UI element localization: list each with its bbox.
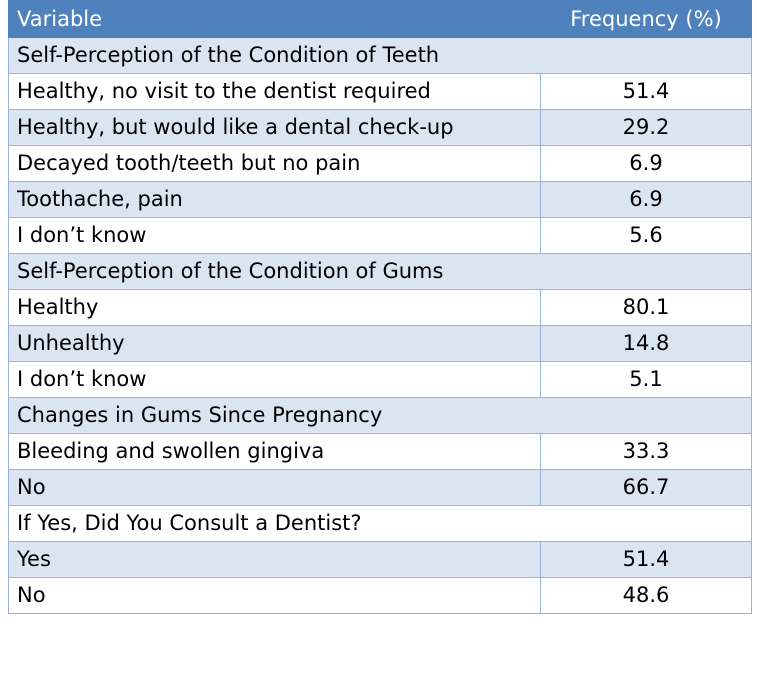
row-label: No — [8, 469, 541, 506]
table-row: No 48.6 — [8, 577, 752, 614]
table-row: Healthy 80.1 — [8, 289, 752, 326]
row-label: Healthy, but would like a dental check-u… — [8, 109, 541, 146]
frequency-table: Variable Frequency (%) Self-Perception o… — [8, 0, 752, 614]
table-row: I don’t know 5.1 — [8, 361, 752, 398]
table-row: Toothache, pain 6.9 — [8, 181, 752, 218]
header-row: Variable Frequency (%) — [8, 0, 752, 38]
table-row: Unhealthy 14.8 — [8, 325, 752, 362]
section-label: If Yes, Did You Consult a Dentist? — [8, 505, 752, 542]
row-label: Toothache, pain — [8, 181, 541, 218]
section-row-consult: If Yes, Did You Consult a Dentist? — [8, 505, 752, 542]
table-row: Decayed tooth/teeth but no pain 6.9 — [8, 145, 752, 182]
row-value: 80.1 — [540, 289, 752, 326]
table-row: I don’t know 5.6 — [8, 217, 752, 254]
row-value: 48.6 — [540, 577, 752, 614]
row-value: 51.4 — [540, 541, 752, 578]
row-label: Healthy, no visit to the dentist require… — [8, 73, 541, 110]
row-value: 51.4 — [540, 73, 752, 110]
row-label: Healthy — [8, 289, 541, 326]
row-value: 33.3 — [540, 433, 752, 470]
row-value: 14.8 — [540, 325, 752, 362]
row-label: Bleeding and swollen gingiva — [8, 433, 541, 470]
section-row-teeth: Self-Perception of the Condition of Teet… — [8, 37, 752, 74]
table-row: Healthy, but would like a dental check-u… — [8, 109, 752, 146]
row-value: 29.2 — [540, 109, 752, 146]
section-label: Changes in Gums Since Pregnancy — [8, 397, 752, 434]
header-frequency: Frequency (%) — [540, 0, 752, 38]
table-row: Yes 51.4 — [8, 541, 752, 578]
table-row: No 66.7 — [8, 469, 752, 506]
row-label: Yes — [8, 541, 541, 578]
section-label: Self-Perception of the Condition of Teet… — [8, 37, 752, 74]
section-row-changes: Changes in Gums Since Pregnancy — [8, 397, 752, 434]
row-label: No — [8, 577, 541, 614]
row-value: 6.9 — [540, 145, 752, 182]
section-row-gums: Self-Perception of the Condition of Gums — [8, 253, 752, 290]
row-label: I don’t know — [8, 361, 541, 398]
section-label: Self-Perception of the Condition of Gums — [8, 253, 752, 290]
table-row: Bleeding and swollen gingiva 33.3 — [8, 433, 752, 470]
row-label: Unhealthy — [8, 325, 541, 362]
row-value: 6.9 — [540, 181, 752, 218]
row-value: 5.6 — [540, 217, 752, 254]
row-label: Decayed tooth/teeth but no pain — [8, 145, 541, 182]
row-label: I don’t know — [8, 217, 541, 254]
row-value: 5.1 — [540, 361, 752, 398]
row-label-text: Healthy, but would like a dental check-u… — [17, 115, 454, 139]
row-value: 66.7 — [540, 469, 752, 506]
table-row: Healthy, no visit to the dentist require… — [8, 73, 752, 110]
header-variable: Variable — [8, 0, 541, 38]
